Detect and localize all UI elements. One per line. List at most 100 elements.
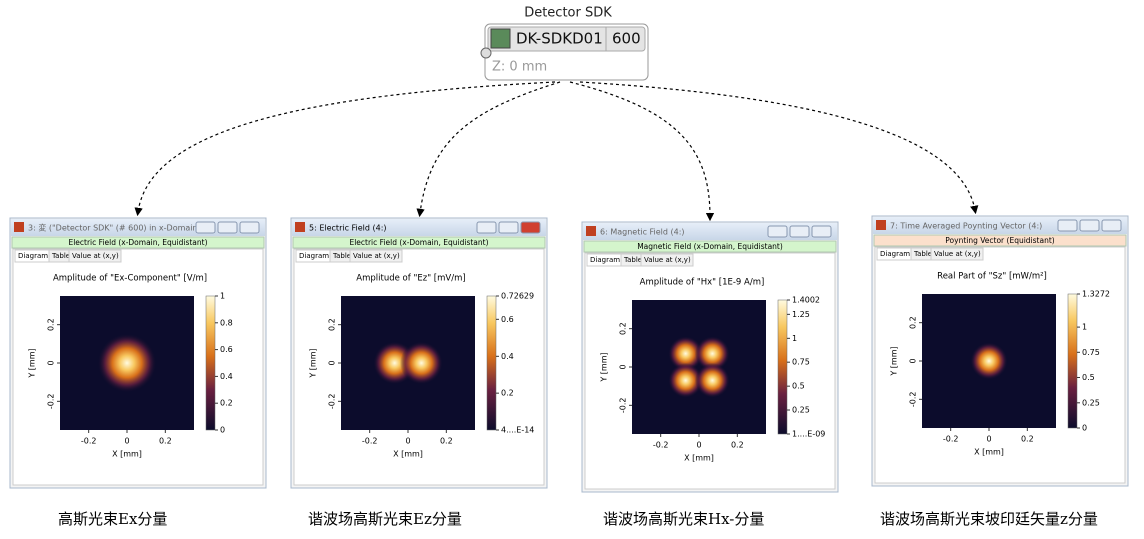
window-button[interactable] — [811, 225, 832, 238]
colorbar — [777, 299, 788, 435]
y-tick-label: 0 — [909, 358, 918, 363]
colorbar-tick-label: 1 — [792, 334, 797, 343]
colorbar-tick-label: 0 — [1082, 424, 1087, 433]
field-spot — [97, 333, 157, 393]
arrow — [416, 81, 561, 218]
header — [11, 236, 265, 249]
header-text: Electric Field (x-Domain, Equidistant) — [349, 238, 488, 247]
x-tick-label: 0.2 — [1021, 435, 1034, 444]
y-axis-label: Y [mm] — [309, 348, 318, 378]
colorbar-tick-label: 0.8 — [220, 318, 233, 327]
window-title: 7: Time Averaged Poynting Vector (4:) — [890, 222, 1042, 231]
tab[interactable] — [930, 247, 984, 261]
field-spot — [399, 341, 443, 385]
window[interactable]: 3: 変 ("Detector SDK" (# 600) in x-Domain… — [9, 217, 267, 489]
colorbar-tick-label: 1.25 — [792, 310, 810, 319]
colorbar-tick-label: 0.2 — [501, 389, 514, 398]
x-axis-label: X [mm] — [112, 450, 142, 459]
y-tick-label: -0.2 — [909, 392, 918, 408]
x-tick-label: 0.2 — [440, 437, 453, 446]
window[interactable]: 5: Electric Field (4:) Electric Field (x-… — [290, 217, 548, 489]
colorbar-tick-label: 0.4 — [220, 372, 233, 381]
tab[interactable] — [640, 253, 694, 267]
window[interactable]: 6: Magnetic Field (4:) Magnetic Field (x-… — [581, 221, 839, 493]
x-axis-label: X [mm] — [974, 448, 1004, 457]
tab-label: Value at (x,y) — [934, 250, 981, 258]
arrows — [134, 81, 979, 222]
tab-label: Diagram — [18, 252, 48, 260]
tab-label: Table — [332, 252, 351, 260]
y-tick-label: 0 — [328, 360, 337, 365]
y-axis-label: Y [mm] — [600, 352, 609, 382]
window-button[interactable] — [1079, 219, 1100, 232]
tab[interactable] — [68, 249, 122, 263]
window-button[interactable] — [476, 221, 497, 234]
colorbar-tick-label: 1....E-09 — [792, 430, 825, 439]
window-icon — [876, 220, 886, 230]
field-spot — [668, 362, 704, 398]
tab-label: Value at (x,y) — [72, 252, 119, 260]
arrow — [579, 81, 979, 215]
plot-title: Amplitude of "Ex-Component" [V/m] — [53, 274, 207, 284]
y-tick-label: 0.2 — [47, 318, 56, 331]
y-tick-label: 0.2 — [619, 322, 628, 335]
colorbar-tick-label: 4....E-14 — [501, 426, 534, 435]
colorbar-tick-label: 0.75 — [1082, 348, 1100, 357]
x-tick-label: 0.2 — [731, 441, 744, 450]
window-button[interactable] — [239, 221, 260, 234]
caption: 谐波场高斯光束Ez分量 — [308, 510, 462, 528]
window-button[interactable] — [195, 221, 216, 234]
colorbar-tick-label: 1 — [220, 292, 225, 301]
header-text: Magnetic Field (x-Domain, Equidistant) — [637, 242, 783, 251]
y-tick-label: 0.2 — [909, 316, 918, 329]
header — [873, 234, 1127, 247]
y-tick-label: 0 — [619, 364, 628, 369]
window-button[interactable] — [1057, 219, 1078, 232]
window-button[interactable] — [498, 221, 519, 234]
plot-title: Amplitude of "Ez" [mV/m] — [356, 274, 465, 284]
window-button[interactable] — [767, 225, 788, 238]
y-tick-label: -0.2 — [47, 394, 56, 410]
colorbar-tick-label: 0.4 — [501, 352, 514, 361]
colorbar-tick-label: 0.5 — [1082, 373, 1095, 382]
x-tick-label: 0 — [986, 435, 991, 444]
x-tick-label: -0.2 — [362, 437, 378, 446]
window-title: 3: 変 ("Detector SDK" (# 600) in x-Domain… — [28, 223, 205, 233]
window-button[interactable] — [217, 221, 238, 234]
colorbar — [486, 295, 497, 431]
header — [292, 236, 546, 249]
plot-title: Real Part of "Sz" [mW/m²] — [937, 272, 1047, 282]
heatmap — [632, 300, 766, 434]
window-icon — [295, 222, 305, 232]
caption: 高斯光束Ex分量 — [58, 510, 167, 528]
tab-label: Value at (x,y) — [644, 256, 691, 264]
tab-label: Table — [913, 250, 932, 258]
x-tick-label: 0 — [405, 437, 410, 446]
caption: 谐波场高斯光束坡印廷矢量z分量 — [880, 510, 1098, 528]
detector-title: Detector SDK — [524, 6, 612, 21]
x-tick-label: 0 — [696, 441, 701, 450]
field-spot — [694, 362, 730, 398]
detector-icon — [490, 28, 511, 49]
field-spot — [970, 342, 1008, 380]
colorbar-tick-label: 0.6 — [220, 345, 233, 354]
colorbar — [1067, 293, 1078, 429]
window[interactable]: 7: Time Averaged Poynting Vector (4:) Poy… — [871, 215, 1129, 487]
field-spot — [668, 336, 704, 372]
x-tick-label: 0.2 — [159, 437, 172, 446]
tab[interactable] — [349, 249, 403, 263]
tab-label: Diagram — [880, 250, 910, 258]
window-button[interactable] — [1101, 219, 1122, 232]
window-button[interactable] — [789, 225, 810, 238]
y-axis-label: Y [mm] — [28, 348, 37, 378]
colorbar-tick-label: 0.2 — [220, 399, 233, 408]
header-text: Poynting Vector (Equidistant) — [945, 236, 1054, 245]
tab-label: Table — [51, 252, 70, 260]
window-button[interactable] — [520, 221, 541, 234]
header — [583, 240, 837, 253]
x-axis-label: X [mm] — [684, 454, 714, 463]
colorbar — [205, 295, 216, 431]
y-tick-label: 0 — [47, 360, 56, 365]
